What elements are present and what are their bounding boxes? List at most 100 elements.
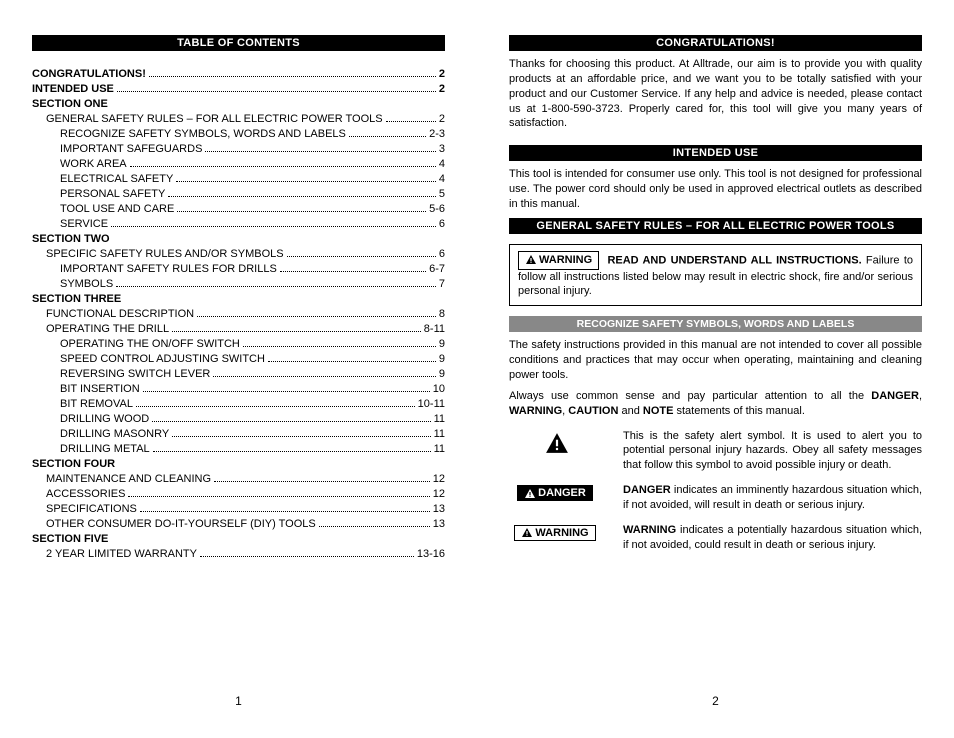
alert-icon <box>543 431 571 455</box>
toc-page: 8 <box>439 308 445 320</box>
toc-page: 8-11 <box>424 323 445 335</box>
toc-label: IMPORTANT SAFEGUARDS <box>60 143 202 155</box>
toc-label: WORK AREA <box>60 158 127 170</box>
toc-label: SPECIFIC SAFETY RULES AND/OR SYMBOLS <box>46 248 284 260</box>
toc-section-head: SECTION FIVE <box>32 533 445 545</box>
toc-row: IMPORTANT SAFETY RULES FOR DRILLS6-7 <box>32 263 445 275</box>
toc-page: 12 <box>433 488 445 500</box>
toc-page: 11 <box>434 428 445 440</box>
warning-row: WARNING WARNING indicates a potentially … <box>509 523 922 553</box>
toc-row: SPEED CONTROL ADJUSTING SWITCH9 <box>32 353 445 365</box>
toc-dots <box>140 511 430 512</box>
toc-row: SPECIFIC SAFETY RULES AND/OR SYMBOLS6 <box>32 248 445 260</box>
toc-label: DRILLING METAL <box>60 443 150 455</box>
page-number-left: 1 <box>235 694 242 708</box>
toc-dots <box>287 256 436 257</box>
toc-label: INTENDED USE <box>32 83 114 95</box>
toc-dots <box>268 361 436 362</box>
toc-page: 4 <box>439 173 445 185</box>
alert-icon <box>524 488 536 499</box>
toc-page: 9 <box>439 338 445 350</box>
toc-dots <box>168 196 436 197</box>
toc-dots <box>177 211 426 212</box>
toc-row: OPERATING THE ON/OFF SWITCH 9 <box>32 338 445 350</box>
toc-page: 5-6 <box>429 203 445 215</box>
toc-dots <box>172 436 430 437</box>
toc-dots <box>319 526 430 527</box>
alert-symbol-row: This is the safety alert symbol. It is u… <box>509 429 922 474</box>
toc-row: OPERATING THE DRILL 8-11 <box>32 323 445 335</box>
recognize-p1: The safety instructions provided in this… <box>509 338 922 383</box>
toc-page: 7 <box>439 278 445 290</box>
toc-page: 6-7 <box>429 263 445 275</box>
toc-label: ELECTRICAL SAFETY <box>60 173 173 185</box>
toc-dots <box>153 451 431 452</box>
toc-label: OPERATING THE DRILL <box>46 323 169 335</box>
toc-row: OTHER CONSUMER DO-IT-YOURSELF (DIY) TOOL… <box>32 518 445 530</box>
toc-row: INTENDED USE2 <box>32 83 445 95</box>
warning-callout-box: WARNING READ AND UNDERSTAND ALL INSTRUCT… <box>509 244 922 307</box>
toc-page: 2 <box>439 113 445 125</box>
intended-use-text: This tool is intended for consumer use o… <box>509 167 922 212</box>
page-right: CONGRATULATIONS! Thanks for choosing thi… <box>477 0 954 738</box>
toc-label: RECOGNIZE SAFETY SYMBOLS, WORDS AND LABE… <box>60 128 346 140</box>
toc-dots <box>116 286 436 287</box>
page-number-right: 2 <box>712 694 719 708</box>
danger-row: DANGER DANGER indicates an imminently ha… <box>509 483 922 513</box>
toc-label: SERVICE <box>60 218 108 230</box>
toc-page: 6 <box>439 218 445 230</box>
toc-dots <box>143 391 430 392</box>
toc-section-head: SECTION TWO <box>32 233 445 245</box>
toc-label: SYMBOLS <box>60 278 113 290</box>
toc-label: GENERAL SAFETY RULES – FOR ALL ELECTRIC … <box>46 113 383 125</box>
toc-dots <box>111 226 436 227</box>
toc-label: DRILLING WOOD <box>60 413 149 425</box>
warning-badge: WARNING <box>518 251 599 270</box>
toc-label: 2 YEAR LIMITED WARRANTY <box>46 548 197 560</box>
toc-dots <box>130 166 436 167</box>
toc-label: OPERATING THE ON/OFF SWITCH <box>60 338 240 350</box>
toc-row: WORK AREA 4 <box>32 158 445 170</box>
toc-row: MAINTENANCE AND CLEANING12 <box>32 473 445 485</box>
toc-page: 4 <box>439 158 445 170</box>
toc-label: MAINTENANCE AND CLEANING <box>46 473 211 485</box>
toc-row: ACCESSORIES 12 <box>32 488 445 500</box>
toc-page: 2 <box>439 68 445 80</box>
toc-dots <box>213 376 436 377</box>
alert-icon <box>521 527 533 538</box>
toc-row: REVERSING SWITCH LEVER9 <box>32 368 445 380</box>
toc-dots <box>280 271 426 272</box>
toc-page: 10-11 <box>418 398 445 410</box>
toc-row: SYMBOLS 7 <box>32 278 445 290</box>
toc-label: CONGRATULATIONS! <box>32 68 146 80</box>
congrats-text: Thanks for choosing this product. At All… <box>509 57 922 131</box>
toc-row: PERSONAL SAFETY5 <box>32 188 445 200</box>
toc-label: REVERSING SWITCH LEVER <box>60 368 210 380</box>
toc-page: 9 <box>439 353 445 365</box>
toc-label: ACCESSORIES <box>46 488 125 500</box>
toc-dots <box>136 406 415 407</box>
toc-dots <box>214 481 430 482</box>
toc-dots <box>176 181 436 182</box>
danger-badge: DANGER <box>517 485 593 501</box>
toc-row: ELECTRICAL SAFETY 4 <box>32 173 445 185</box>
toc-row: CONGRATULATIONS! 2 <box>32 68 445 80</box>
toc-title-bar: TABLE OF CONTENTS <box>32 35 445 51</box>
toc-dots <box>152 421 430 422</box>
toc-label: SPECIFICATIONS <box>46 503 137 515</box>
toc-page: 3 <box>439 143 445 155</box>
page-left: TABLE OF CONTENTS CONGRATULATIONS! 2 INTEN… <box>0 0 477 738</box>
alert-symbol-text: This is the safety alert symbol. It is u… <box>623 429 922 474</box>
toc-row: 2 YEAR LIMITED WARRANTY13-16 <box>32 548 445 560</box>
toc-row: FUNCTIONAL DESCRIPTION8 <box>32 308 445 320</box>
toc-label: BIT REMOVAL <box>60 398 133 410</box>
toc-row: DRILLING MASONRY11 <box>32 428 445 440</box>
toc-page: 2-3 <box>429 128 445 140</box>
toc-dots <box>117 91 436 92</box>
congrats-title-bar: CONGRATULATIONS! <box>509 35 922 51</box>
general-safety-title-bar: GENERAL SAFETY RULES – FOR ALL ELECTRIC … <box>509 218 922 234</box>
alert-icon <box>525 254 537 265</box>
toc-section-head: SECTION ONE <box>32 98 445 110</box>
toc-row: TOOL USE AND CARE5-6 <box>32 203 445 215</box>
toc-section-head: SECTION THREE <box>32 293 445 305</box>
